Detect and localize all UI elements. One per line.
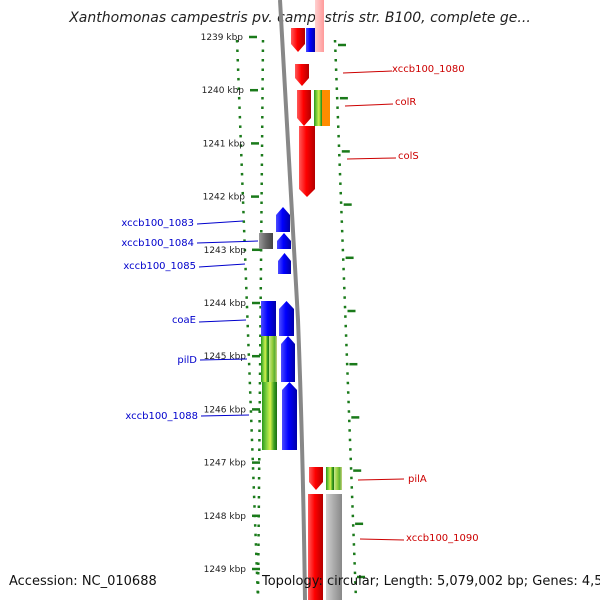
gene-arrow-coaE-2 [279, 301, 294, 336]
gene-block-xccb100-1090 [308, 494, 323, 600]
gene-block-coaE [261, 301, 276, 336]
gene-arrow-xccb100-1088 [282, 382, 297, 450]
gene-block-green-3 [334, 467, 342, 490]
genome-backbone [278, 0, 307, 600]
tick-label: 1242 kbp [203, 193, 246, 203]
gene-block-blue [306, 28, 315, 52]
gene-label[interactable]: xccb100_1088 [125, 411, 198, 422]
gene-block-xccb100-1084 [259, 233, 273, 249]
gene-leader-line [346, 157, 397, 160]
label-group: xccb100_1080 colR colS xccb100_1083 xccb100_… [121, 64, 478, 544]
gene-leader-line [344, 103, 394, 107]
tick-label: 1246 kbp [204, 405, 247, 415]
feature-group [259, 0, 342, 600]
gene-arrow-pilD [281, 336, 295, 382]
gene-arrow-xccb100-1085 [278, 253, 291, 274]
gene-label[interactable]: coaE [172, 315, 196, 326]
gene-label[interactable]: xccb100_1080 [392, 64, 465, 75]
gene-leader-line [196, 240, 259, 244]
tick-label: 1239 kbp [201, 33, 244, 43]
gene-arrow-colS [299, 126, 315, 197]
gene-block-green-2 [326, 467, 334, 490]
gene-block-pilD-light [269, 336, 277, 382]
gene-label[interactable]: colR [395, 97, 416, 108]
tick-label: 1244 kbp [204, 299, 247, 309]
gene-arrow-xccb100-1083 [276, 207, 290, 232]
tick-label: 1243 kbp [204, 246, 247, 256]
gene-block-xccb100-1088-green [262, 382, 277, 450]
map-title: Xanthomonas campestris pv. campestris st… [69, 10, 531, 26]
gene-arrow-xccb100-1080 [295, 64, 309, 86]
gene-leader-line [359, 538, 405, 541]
gene-leader-line [198, 263, 246, 268]
tick-group: 1239 kbp 1240 kbp 1241 kbp 1242 kbp 1243 kbp… [201, 33, 365, 579]
gene-label[interactable]: xccb100_1085 [123, 261, 196, 272]
gene-leader-line [200, 414, 250, 417]
gene-label[interactable]: colS [398, 151, 419, 162]
gene-label[interactable]: xccb100_1090 [406, 533, 479, 544]
gene-leader-line [342, 70, 393, 74]
gene-arrow-small-blue [277, 233, 291, 249]
gene-block-pilD-green [261, 336, 269, 382]
right-dotted-guide [333, 39, 358, 600]
gene-block-orange [322, 90, 330, 126]
tick-label: 1248 kbp [204, 512, 247, 522]
gene-block-green-1 [314, 90, 323, 126]
gene-arrow-red [291, 28, 305, 52]
tick-label: 1249 kbp [204, 565, 247, 575]
accession-text: Accession: NC_010688 [9, 574, 157, 589]
gene-label[interactable]: pilD [177, 355, 197, 366]
inner-left-dotted-guide [256, 39, 265, 600]
tick-label: 1240 kbp [202, 86, 245, 96]
gene-label[interactable]: xccb100_1083 [121, 218, 194, 229]
gene-label[interactable]: xccb100_1084 [121, 238, 194, 249]
gene-label[interactable]: pilA [408, 474, 427, 485]
gene-leader-line [198, 319, 247, 323]
topology-text: Topology: circular; Length: 5,079,002 bp… [262, 574, 600, 589]
gene-leader-line [357, 478, 405, 481]
tick-label: 1247 kbp [204, 459, 247, 469]
gene-block-pink [315, 0, 324, 52]
gene-leader-line [196, 220, 244, 225]
gene-leader-line [199, 358, 248, 361]
gene-arrow-pilA [309, 467, 323, 490]
outer-left-dotted-guide [235, 39, 260, 600]
gene-arrow-colR [297, 90, 311, 126]
tick-label: 1241 kbp [203, 139, 246, 149]
gene-block-grey [326, 494, 342, 600]
tick-label: 1245 kbp [204, 352, 247, 362]
